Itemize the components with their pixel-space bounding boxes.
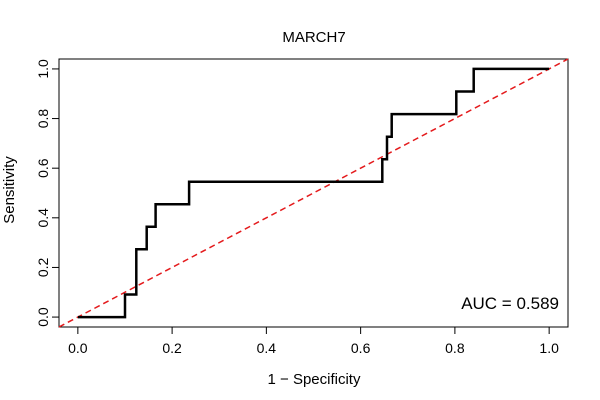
y-tick-label: 1.0	[35, 59, 51, 79]
y-tick-label: 0.8	[35, 109, 51, 129]
y-tick-label: 0.2	[35, 258, 51, 278]
x-tick-label: 0.0	[68, 340, 88, 356]
reference-line-layer	[58, 58, 569, 328]
y-axis: 0.0 0.2 0.4 0.6 0.8 1.0	[35, 59, 60, 327]
x-axis: 0.0 0.2 0.4 0.6 0.8 1.0	[68, 326, 559, 356]
series-layer	[77, 67, 550, 319]
y-tick-label: 0.4	[35, 208, 51, 228]
chart-title: MARCH7	[282, 29, 345, 46]
y-tick-label: 0.0	[35, 307, 51, 327]
reference-diagonal	[58, 58, 569, 328]
x-axis-label: 1 − Specificity	[268, 371, 361, 388]
x-tick-label: 0.8	[445, 340, 465, 356]
y-tick-label: 0.6	[35, 158, 51, 178]
auc-annotation: AUC = 0.589	[461, 294, 559, 313]
x-tick-label: 0.4	[257, 340, 277, 356]
x-tick-label: 0.6	[351, 340, 371, 356]
x-tick-label: 0.2	[162, 340, 182, 356]
x-tick-label: 1.0	[539, 340, 559, 356]
y-axis-label: Sensitivity	[1, 156, 18, 224]
roc-curve	[77, 67, 550, 319]
